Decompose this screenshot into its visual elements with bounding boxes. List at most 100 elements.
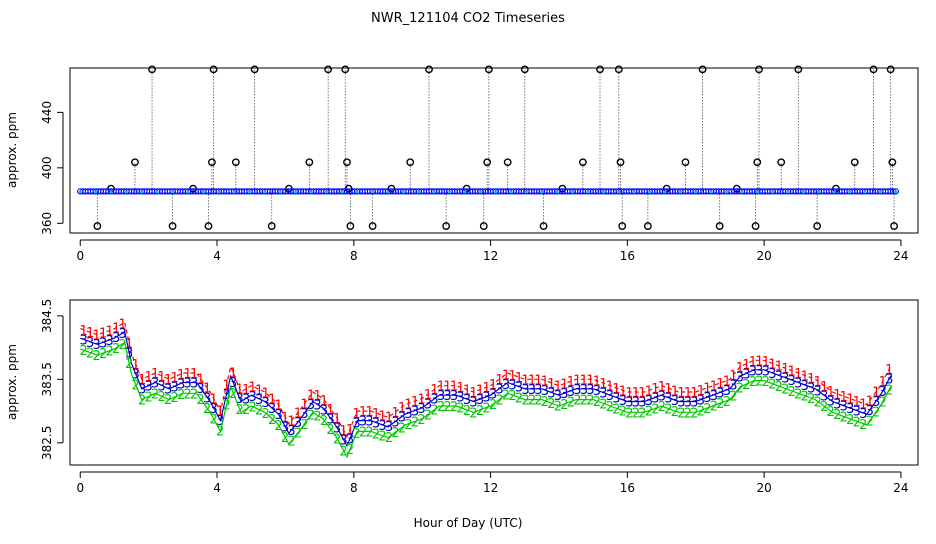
smooth-series-3-label: 3 <box>86 336 94 351</box>
smooth-series-line-1 <box>80 321 892 438</box>
raw-spike-point <box>250 65 259 74</box>
smooth-series-1-label: 1 <box>430 383 438 398</box>
smooth-series-1-label: 1 <box>99 327 107 342</box>
raw-x-tick-label: 4 <box>213 249 221 263</box>
smooth-series-1-label: 1 <box>573 373 581 388</box>
smooth-series-2-label: 2 <box>320 414 328 429</box>
smooth-series-3-label: 3 <box>632 396 640 411</box>
smooth-series-2-label: 2 <box>411 415 419 430</box>
smooth-series-1-label: 1 <box>326 403 334 418</box>
smooth-series-1-label: 1 <box>677 386 685 401</box>
raw-fit-point <box>417 190 421 194</box>
raw-spike-point <box>539 222 548 230</box>
smooth-series-2-label: 2 <box>495 393 503 408</box>
smooth-series-2-label: 2 <box>216 425 224 440</box>
raw-fit-point <box>663 190 667 194</box>
panel-raw: approx. ppm 0 4 8 12 16 20 24 360 400 440 <box>5 65 919 263</box>
smooth-series-2-label: 2 <box>775 380 783 395</box>
smooth-series-3-label: 3 <box>625 396 633 411</box>
smooth-x-tick-label: 16 <box>620 481 635 495</box>
smooth-series-3-label: 3 <box>326 412 334 427</box>
smooth-series-2-label: 2 <box>157 390 165 405</box>
smooth-series-3-label: 3 <box>378 419 386 434</box>
raw-fit-point <box>648 190 652 194</box>
raw-fit-point <box>832 190 836 194</box>
smooth-series-2-label: 2 <box>125 357 133 372</box>
smooth-series-2-label: 2 <box>222 399 230 414</box>
smooth-series-2-label: 2 <box>424 408 432 423</box>
raw-fit-point <box>555 190 559 194</box>
raw-spike-point <box>168 222 177 230</box>
smooth-series-3-label: 3 <box>359 415 367 430</box>
smooth-series-3-label: 3 <box>333 422 341 437</box>
smooth-series-3-label: 3 <box>216 414 224 429</box>
raw-spike-point <box>93 222 102 230</box>
smooth-series-2-label: 2 <box>177 388 185 403</box>
smooth-series-1-label: 1 <box>534 373 542 388</box>
smooth-series-2-label: 2 <box>885 383 893 398</box>
smooth-x-tick-label: 0 <box>76 481 84 495</box>
smooth-series-1-label: 1 <box>690 386 698 401</box>
raw-fit-point <box>78 190 82 194</box>
smooth-series-2-label: 2 <box>119 338 127 353</box>
smooth-series-1-label: 1 <box>729 369 737 384</box>
smooth-series-3-label: 3 <box>606 389 614 404</box>
raw-spike-point <box>888 158 897 167</box>
smooth-series-1-label: 1 <box>177 368 185 383</box>
smooth-series-3-label: 3 <box>404 407 412 422</box>
smooth-series-3-label: 3 <box>424 398 432 413</box>
raw-fit-point <box>801 190 805 194</box>
smooth-series-3-label: 3 <box>106 334 114 349</box>
smooth-series-1-label: 1 <box>521 373 529 388</box>
smooth-series-1-label: 1 <box>119 317 127 332</box>
smooth-series-3-label: 3 <box>664 392 672 407</box>
smooth-series-1-label: 1 <box>885 363 893 378</box>
smooth-series-1-label: 1 <box>482 381 490 396</box>
smooth-series-2-label: 2 <box>671 405 679 420</box>
raw-fit-point <box>678 190 682 194</box>
panel-smoothed-frame <box>69 299 919 466</box>
smooth-series-2-label: 2 <box>196 393 204 408</box>
chart-xlabel: Hour of Day (UTC) <box>414 516 523 530</box>
smooth-series-1-label: 1 <box>658 380 666 395</box>
smooth-series-1-label: 1 <box>424 388 432 403</box>
raw-spike-point <box>425 65 433 74</box>
smooth-series-1-label: 1 <box>209 392 217 407</box>
panel-smoothed-ylabel: approx. ppm <box>5 344 19 420</box>
raw-baseline-point <box>892 188 899 195</box>
smooth-series-1-label: 1 <box>106 324 114 339</box>
smooth-series-1-label: 1 <box>125 337 133 352</box>
smooth-series-3-label: 3 <box>716 386 724 401</box>
smooth-series-3-label: 3 <box>599 387 607 402</box>
smooth-series-2-label: 2 <box>677 406 685 421</box>
smooth-series-1-label: 1 <box>716 377 724 392</box>
smooth-series-1-label: 1 <box>781 362 789 377</box>
smooth-series-2-label: 2 <box>625 406 633 421</box>
smooth-series-1-label: 1 <box>554 379 562 394</box>
smooth-series-1-label: 1 <box>287 414 295 429</box>
raw-x-tick-label: 24 <box>893 249 908 263</box>
raw-fit-point <box>186 190 190 194</box>
raw-spike-point <box>643 222 652 230</box>
smooth-series-2-label: 2 <box>827 405 835 420</box>
smooth-series-2-label: 2 <box>645 405 653 420</box>
smooth-series-3-label: 3 <box>833 397 841 412</box>
smooth-series-3-label: 3 <box>638 396 646 411</box>
raw-fit-point <box>771 190 775 194</box>
smooth-series-2-label: 2 <box>729 389 737 404</box>
smooth-series-3-label: 3 <box>703 391 711 406</box>
raw-spike-point <box>131 158 139 167</box>
smooth-series-1-label: 1 <box>599 377 607 392</box>
smooth-series-3-label: 3 <box>229 376 237 391</box>
smooth-series-line-3 <box>80 330 892 448</box>
smooth-series-3-label: 3 <box>482 391 490 406</box>
smooth-series-3-label: 3 <box>846 402 854 417</box>
smooth-series-1-label: 1 <box>625 386 633 401</box>
raw-spike-point <box>813 222 822 230</box>
raw-spike-point <box>343 158 351 167</box>
smooth-series-1-label: 1 <box>645 384 653 399</box>
smooth-series-1-label: 1 <box>762 355 770 370</box>
smooth-x-tick-label: 8 <box>350 481 358 495</box>
raw-fit-point <box>601 190 605 194</box>
smooth-series-2-label: 2 <box>638 406 646 421</box>
